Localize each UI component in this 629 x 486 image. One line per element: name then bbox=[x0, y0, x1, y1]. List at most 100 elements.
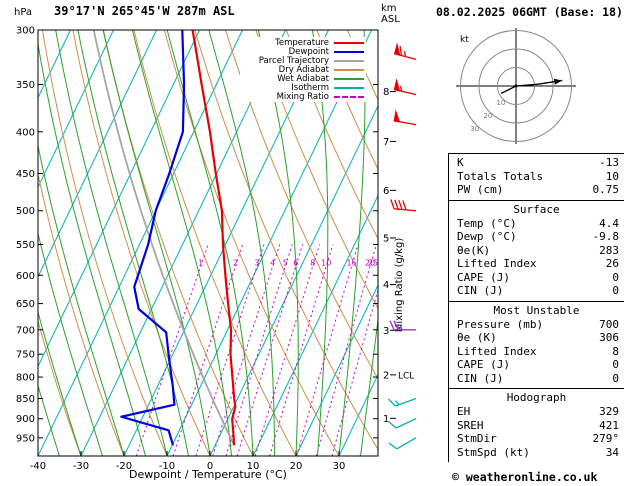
svg-text:5: 5 bbox=[383, 233, 389, 244]
stat-label: CIN (J) bbox=[457, 371, 504, 385]
stat-value: 700 bbox=[599, 317, 619, 331]
stat-row: θe (K) 306 bbox=[449, 331, 624, 345]
legend-label: Parcel Trajectory bbox=[258, 55, 329, 66]
stats-section: Surface Temp (°C) 4.4 Dewp (°C) -9.8 θe(K) 283… bbox=[449, 199, 624, 301]
wet-adiabats bbox=[38, 30, 378, 456]
stats-section: Hodograph EH 329 SREH 421 StmDir 279° StmSpd (k… bbox=[449, 388, 624, 462]
legend-item: Isotherm bbox=[242, 83, 364, 93]
stat-row: CAPE (J) 0 bbox=[449, 271, 624, 285]
mixing-ratio-value-labels: 1 2 3 4 5 6 8 10 15 2025 bbox=[198, 258, 378, 267]
stat-row: StmSpd (kt) 34 bbox=[449, 446, 624, 460]
stats-section-title: Hodograph bbox=[506, 391, 567, 404]
svg-text:8: 8 bbox=[383, 87, 389, 98]
pressure-unit-label: hPa bbox=[14, 7, 33, 18]
stat-value: 329 bbox=[599, 405, 619, 418]
legend-label: Dewpoint bbox=[288, 46, 329, 57]
svg-text:2: 2 bbox=[233, 258, 238, 267]
svg-text:1: 1 bbox=[383, 414, 389, 425]
stat-label: CAPE (J) bbox=[457, 270, 510, 284]
stats-panel: K -13 Totals Totals 10 PW (cm) 0.75 Surface Tem… bbox=[448, 153, 624, 462]
indices-block: K -13 Totals Totals 10 PW (cm) 0.75 bbox=[449, 153, 624, 200]
stat-value: 8 bbox=[612, 344, 619, 358]
legend-item: Parcel Trajectory bbox=[242, 55, 364, 66]
legend-label: Temperature bbox=[275, 37, 329, 48]
mixing-ratio-axis-label: Mixing Ratio (g/kg) bbox=[394, 238, 405, 333]
svg-text:3: 3 bbox=[383, 326, 389, 337]
svg-text:550: 550 bbox=[16, 240, 35, 251]
legend-item: Wet Adiabat bbox=[242, 74, 364, 84]
legend-item: Temperature bbox=[242, 37, 364, 48]
stat-row: Pressure (mb) 700 bbox=[449, 318, 624, 332]
svg-text:10: 10 bbox=[247, 461, 260, 472]
lcl-label: LCL bbox=[398, 371, 414, 381]
stat-label: CIN (J) bbox=[457, 284, 504, 297]
stat-row: θe(K) 283 bbox=[449, 244, 624, 258]
stat-row: SREH 421 bbox=[449, 419, 624, 433]
stat-value: 26 bbox=[605, 257, 619, 270]
stat-row: PW (cm) 0.75 bbox=[449, 183, 624, 197]
parcel-trajectory-curve bbox=[92, 30, 235, 446]
svg-text:30: 30 bbox=[470, 125, 479, 133]
legend-line-sample bbox=[334, 86, 364, 89]
svg-text:6: 6 bbox=[293, 258, 298, 267]
svg-text:5: 5 bbox=[283, 258, 288, 267]
stat-row: Lifted Index 8 bbox=[449, 345, 624, 359]
stat-label: Lifted Index bbox=[457, 344, 537, 358]
hodograph-unit-label: kt bbox=[460, 35, 469, 45]
legend-line-sample bbox=[334, 95, 364, 98]
svg-text:4: 4 bbox=[383, 280, 389, 291]
stat-value: 0 bbox=[612, 284, 619, 297]
stat-label: StmSpd (kt) bbox=[457, 445, 530, 459]
stat-label: EH bbox=[457, 405, 471, 418]
stat-row: CIN (J) 0 bbox=[449, 284, 624, 298]
legend-line-sample bbox=[334, 77, 364, 80]
svg-text:-40: -40 bbox=[30, 461, 46, 472]
stat-value: 0 bbox=[612, 358, 619, 371]
svg-text:500: 500 bbox=[16, 206, 35, 217]
temperature-curve bbox=[191, 30, 237, 446]
hodograph-ring bbox=[460, 30, 572, 142]
stat-row: EH 329 bbox=[449, 405, 624, 419]
wind-barbs bbox=[388, 42, 417, 450]
stats-section-title: Surface bbox=[513, 202, 560, 216]
legend: Temperature Dewpoint Parcel Trajectory Dry … bbox=[240, 37, 366, 102]
datetime-label: 08.02.2025 06GMT (Base: 18) bbox=[436, 5, 623, 19]
svg-text:4: 4 bbox=[270, 258, 275, 267]
altitude-unit-label: km ASL bbox=[381, 3, 400, 25]
stat-row: Temp (°C) 4.4 bbox=[449, 217, 624, 231]
stat-value: 279° bbox=[592, 432, 620, 445]
svg-text:700: 700 bbox=[16, 325, 35, 336]
km-axis: 1 2 3 4 5 6 7 8 LCL bbox=[383, 87, 414, 425]
svg-text:20: 20 bbox=[365, 258, 375, 267]
svg-text:20: 20 bbox=[290, 461, 303, 472]
legend-line-sample bbox=[334, 59, 364, 62]
stat-row: Lifted Index 26 bbox=[449, 257, 624, 271]
stat-row: Totals Totals 10 bbox=[449, 170, 624, 184]
svg-text:950: 950 bbox=[16, 433, 35, 444]
svg-text:-10: -10 bbox=[159, 461, 175, 472]
svg-text:850: 850 bbox=[16, 394, 35, 405]
svg-text:650: 650 bbox=[16, 299, 35, 310]
stat-label: SREH bbox=[457, 418, 484, 432]
hodograph-ring bbox=[497, 67, 535, 105]
legend-label: Mixing Ratio bbox=[276, 91, 329, 102]
stat-value: 4.4 bbox=[599, 216, 619, 230]
svg-text:300: 300 bbox=[16, 26, 35, 37]
stat-row: Dewp (°C) -9.8 bbox=[449, 230, 624, 244]
svg-text:-30: -30 bbox=[73, 461, 89, 472]
stat-value: 0 bbox=[612, 371, 619, 385]
svg-text:750: 750 bbox=[16, 350, 35, 361]
hodograph: kt 10 20 30 bbox=[456, 28, 576, 144]
stat-label: K bbox=[457, 156, 464, 169]
stat-label: Totals Totals bbox=[457, 169, 544, 183]
copyright-label: © weatheronline.co.uk bbox=[452, 470, 598, 484]
stat-label: θe(K) bbox=[457, 243, 491, 257]
svg-text:20: 20 bbox=[483, 112, 492, 120]
stat-label: Temp (°C) bbox=[457, 216, 517, 230]
stat-label: Lifted Index bbox=[457, 257, 537, 270]
stat-value: 10 bbox=[605, 169, 619, 183]
stat-value: -9.8 bbox=[592, 230, 620, 243]
stat-row: StmDir 279° bbox=[449, 432, 624, 446]
wind-barb bbox=[390, 199, 417, 212]
hodograph-arrow bbox=[553, 78, 563, 85]
